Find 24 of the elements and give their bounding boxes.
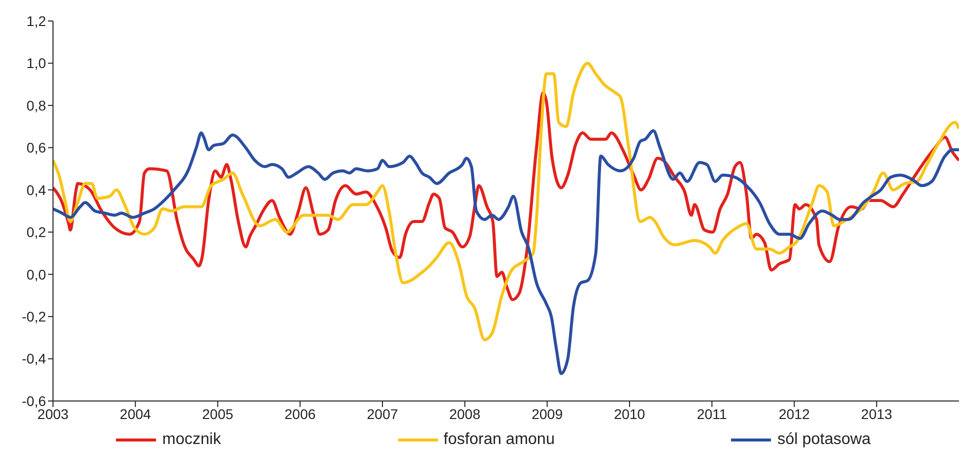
line-series (53, 129, 959, 376)
x-tick-label: 2013 (861, 406, 892, 422)
x-tick-label: 2012 (778, 406, 810, 422)
x-tick-label: 2004 (120, 406, 152, 422)
y-tick-label: 0,0 (26, 266, 46, 282)
y-tick-label: 0,8 (26, 97, 46, 114)
legend-label: fosforan amonu (444, 431, 555, 449)
x-tick-label: 2009 (532, 406, 563, 422)
y-tick-label: -0,4 (22, 350, 46, 367)
x-tick-label: 2005 (202, 406, 234, 422)
x-tick-label: 2010 (614, 406, 646, 422)
x-tick-label: 2006 (284, 406, 316, 422)
x-tick-label: 2008 (449, 406, 481, 422)
y-tick-label: 0,4 (26, 182, 46, 198)
y-tick-label: 1,0 (26, 55, 46, 72)
y-tick-label: 0,2 (26, 224, 46, 240)
y-tick-label: 1,2 (26, 12, 46, 29)
legend-label: mocznik (162, 431, 221, 449)
y-tick-label: 0,6 (26, 140, 46, 156)
line-series (53, 62, 959, 342)
x-tick-label: 2007 (366, 406, 398, 422)
y-tick-label: -0,2 (22, 308, 46, 325)
x-tick-label: 2011 (696, 406, 728, 422)
legend-label: sól potasowa (777, 431, 871, 449)
